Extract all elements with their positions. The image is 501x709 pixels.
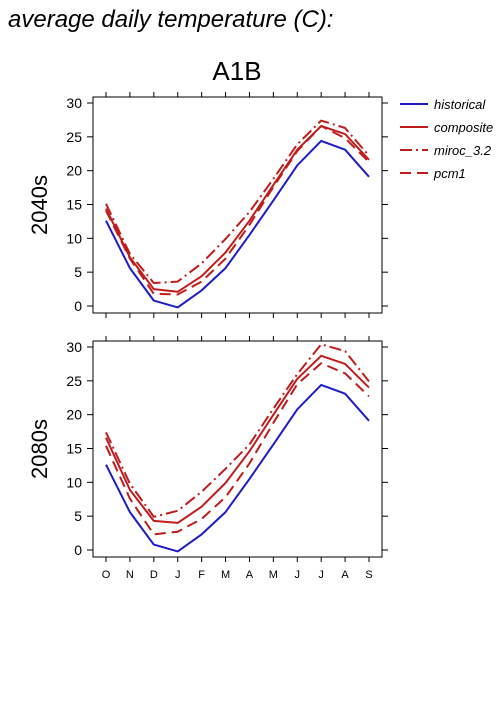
plot-frame (92, 96, 383, 314)
scenario-title: A1B (212, 56, 261, 86)
x-tick-label: M (221, 569, 230, 581)
y-tick-label: 5 (74, 264, 82, 280)
series-line-historical (105, 383, 370, 553)
series-line-composite (105, 354, 370, 524)
series-line-historical (105, 139, 370, 309)
x-tick-label: A (341, 569, 349, 581)
y-tick-label: 25 (66, 373, 82, 389)
panel-row-label: 2040s (27, 175, 52, 235)
y-tick-label: 15 (66, 441, 82, 457)
series-line-pcm1 (105, 125, 370, 296)
y-tick-label: 5 (74, 508, 82, 524)
series-line-miroc_3.2 (105, 119, 370, 284)
panel-2040s: 0 5 10 15 20 25 30 2040s (27, 92, 388, 318)
page-title: average daily temperature (C): (8, 6, 333, 33)
plot-frame (92, 340, 383, 558)
legend-label: miroc_3.2 (434, 143, 492, 158)
y-tick-label: 25 (66, 129, 82, 145)
panel-row-label: 2080s (27, 419, 52, 479)
series-line-miroc_3.2 (105, 343, 370, 518)
legend: historical composite miroc_3.2 pcm1 (400, 97, 493, 181)
x-tick-label: D (150, 569, 158, 581)
series-line-composite (105, 125, 370, 293)
x-tick-label: J (318, 569, 324, 581)
x-tick-label: O (102, 569, 111, 581)
y-tick-label: 20 (66, 407, 82, 423)
y-tick-label: 30 (66, 339, 82, 355)
chart-panels: 0 5 10 15 20 25 30 2040s 0 5 10 15 20 25 30 2080s (27, 92, 388, 562)
x-tick-label: S (365, 569, 372, 581)
y-tick-label: 0 (74, 298, 82, 314)
x-tick-label: J (175, 569, 181, 581)
x-tick-label: A (246, 569, 254, 581)
y-tick-label: 20 (66, 163, 82, 179)
y-tick-label: 30 (66, 95, 82, 111)
y-tick-label: 0 (74, 542, 82, 558)
x-tick-label: F (198, 569, 205, 581)
x-tick-label: N (126, 569, 134, 581)
legend-label: composite (434, 120, 493, 135)
legend-label: pcm1 (433, 166, 466, 181)
series-line-pcm1 (105, 362, 370, 536)
x-tick-label: M (269, 569, 278, 581)
legend-label: historical (434, 97, 486, 112)
panel-2080s: 0 5 10 15 20 25 30 2080s (27, 336, 388, 562)
y-tick-label: 10 (66, 474, 82, 490)
y-tick-label: 10 (66, 230, 82, 246)
y-tick-label: 15 (66, 197, 82, 213)
x-tick-label: J (295, 569, 301, 581)
